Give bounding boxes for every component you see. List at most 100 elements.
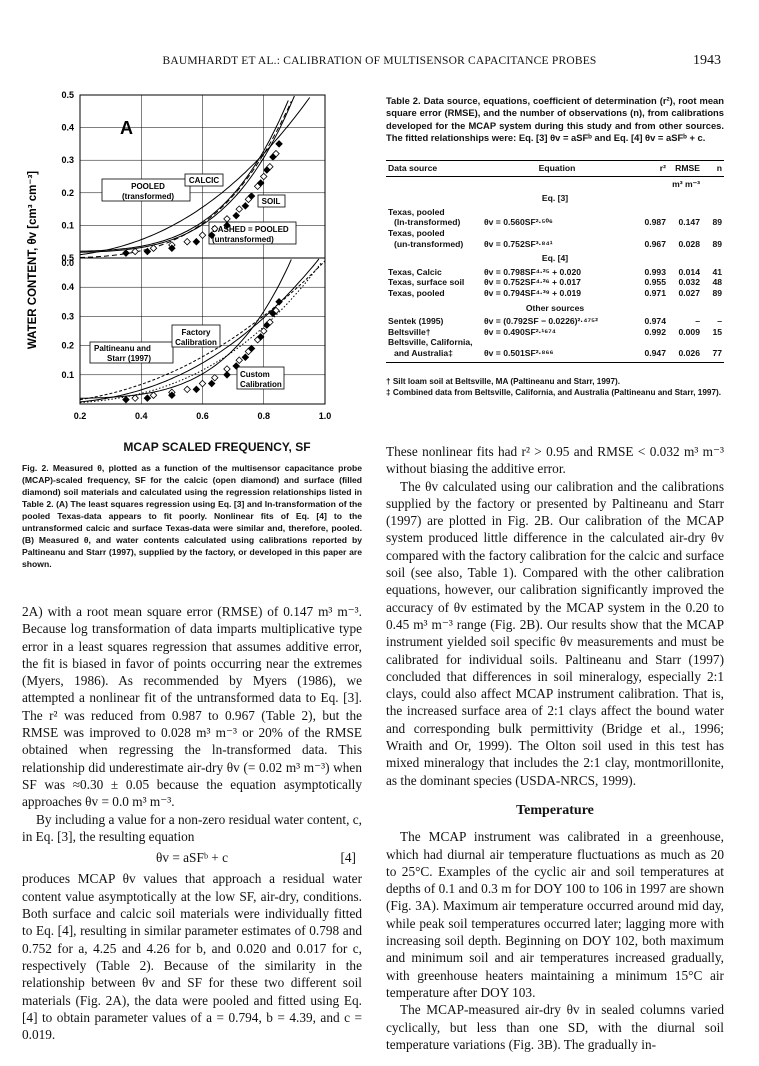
table-cell-source-line1: Beltsville†: [388, 326, 431, 337]
curve-soil: [79, 95, 295, 253]
table-row: Texas, pooled θv = 0.794SF⁴·³⁹ + 0.019 0.9…: [386, 288, 724, 299]
soil-point: [232, 362, 240, 370]
table-header-source: Data source: [386, 160, 482, 177]
panel-b-points: [122, 298, 283, 404]
calcic-point: [259, 172, 268, 181]
table-cell-source-line1: Beltsville, California,: [388, 337, 473, 348]
table-cell-equation: θv = 0.752SF⁴·²⁶ + 0.017: [484, 277, 581, 288]
soil-point: [263, 321, 271, 329]
table-cell-source: Texas, Calcic: [386, 267, 482, 278]
table-section-title: Eq. [3]: [386, 189, 724, 207]
soil-point: [122, 249, 130, 257]
table-footnote-2: ‡ Combined data from Beltsville, Califor…: [386, 387, 722, 397]
soil-point: [256, 179, 265, 187]
table-cell-n: 77: [702, 337, 724, 363]
table-row: Texas, pooled (ln-transformed) θv = 0.560S…: [386, 207, 724, 228]
soil-point: [168, 391, 176, 400]
soil-point: [143, 394, 152, 402]
table-row: Texas, pooled (un-transformed) θv = 0.752S…: [386, 228, 724, 249]
factory-label-box: [171, 324, 221, 348]
panel-a-y-ticks: 0.0 0.1 0.2 0.3 0.4 0.5: [61, 90, 74, 268]
table-cell-source: Beltsville, California, and Australia‡: [386, 337, 482, 363]
calcic-point: [149, 244, 158, 252]
soil-point: [256, 333, 265, 341]
table-header-r2: r²: [632, 160, 668, 177]
soil-point: [241, 353, 250, 362]
soil-label: SOIL: [262, 197, 281, 206]
soil-point: [122, 395, 130, 404]
x-tick-label: 1.0: [319, 411, 332, 421]
custom-label-box: [236, 366, 285, 390]
table-cell-equation: θv = 0.490SF²·¹⁶⁷⁴: [484, 326, 557, 337]
table-cell-equation: θv = 0.501SF²·⁸⁶⁶: [482, 337, 632, 363]
dashed-label-sub: (untransformed): [212, 235, 274, 244]
soil-point: [232, 211, 240, 220]
table-cell-source: Texas, pooled (ln-transformed): [386, 207, 482, 228]
panel-b-y-tick-label: 0.2: [61, 341, 74, 351]
x-tick-label: 0.4: [135, 411, 148, 421]
table-cell-n: 89: [712, 217, 722, 228]
table-cell-n: 89: [712, 238, 722, 249]
calcic-point: [210, 373, 219, 382]
table-cell-n: 41: [712, 266, 722, 277]
panel-b-y-tick-label: 0.5: [61, 253, 74, 263]
table-cell-n: 89: [712, 287, 722, 298]
panel-a-letter: A: [120, 118, 133, 138]
calcic-point: [198, 231, 207, 239]
table-cell-rmse: 0.026: [668, 337, 702, 363]
paltineanu-label-sub: Starr (1997): [107, 354, 151, 363]
table-cell-r2: 0.993: [644, 266, 666, 277]
pooled-label-sub: (transformed): [122, 192, 174, 201]
calcic-point: [131, 394, 139, 402]
table-cell-rmse: 0.027: [678, 287, 700, 298]
soil-point: [168, 244, 176, 252]
panel-a-points: [122, 140, 283, 257]
right-paragraph-3: The MCAP instrument was calibrated in a …: [386, 829, 724, 1000]
table-cell-equation: θv = 0.798SF⁴·²⁵ + 0.020: [484, 266, 582, 277]
curve-paltineanu: [79, 260, 326, 401]
calcic-point: [198, 379, 207, 388]
pooled-label-box: [101, 178, 191, 202]
table-cell-r2: 0.987: [644, 217, 666, 228]
panel-a-y-tick-label: 0.5: [61, 90, 74, 100]
table-cell-source-line1: Texas, Calcic: [388, 266, 442, 277]
table-caption: Table 2. Data source, equations, coeffic…: [386, 95, 724, 144]
table-cell-n: 48: [712, 277, 722, 288]
soil-point: [275, 298, 283, 306]
calcic-label-box: [184, 173, 224, 187]
table-cell-source-line1: Sentek (1995): [388, 316, 444, 327]
x-axis-label: MCAP SCALED FREQUENCY, SF: [123, 440, 311, 454]
table-cell-rmse: 0.009: [678, 326, 700, 337]
factory-label-sub: Calibration: [175, 338, 217, 347]
right-column: These nonlinear fits had r² > 0.95 and R…: [386, 443, 724, 1053]
calcic-point: [183, 385, 191, 394]
table-row: Beltsville, California, and Australia‡ θv …: [386, 337, 724, 363]
y-axis-label: WATER CONTENT, θv [cm³ cm⁻³]: [27, 171, 39, 349]
table-cell-source: Texas, pooled: [386, 288, 482, 299]
soil-point: [269, 153, 277, 161]
table-row: Sentek (1995) θv = (0.792SF − 0.0226)²·⁴⁷…: [386, 316, 724, 327]
table-row: Texas, Calcic θv = 0.798SF⁴·²⁵ + 0.020 0.9…: [386, 267, 724, 278]
left-column: 2A) with a root mean square error (RMSE)…: [22, 603, 362, 1043]
factory-label: Factory: [182, 328, 211, 337]
soil-label-box: [257, 194, 286, 208]
figure-2: WATER CONTENT, θv [cm³ cm⁻³] 0.00.10.20.…: [27, 90, 332, 421]
table-cell-n: 15: [712, 326, 722, 337]
equation-4-text: θv = aSFᵇ + c: [155, 850, 229, 866]
page-number: 1943: [693, 53, 721, 68]
soil-point: [192, 237, 201, 246]
soil-point: [143, 247, 152, 256]
soil-point: [275, 140, 283, 148]
calcic-point: [223, 215, 231, 223]
curve-paltineanu-combined: [79, 261, 323, 403]
table-header-equation: Equation: [482, 160, 632, 177]
table-cell-equation: θv = 0.752SF³·⁸⁴¹: [484, 238, 553, 249]
panel-b: 0.1 0.2 0.3 0.4 0.5 Paltineanu and Starr (19…: [61, 253, 326, 405]
table-cell-source-line1: Texas, pooled: [388, 206, 445, 217]
x-tick-label: 0.8: [257, 411, 270, 421]
calcic-point: [131, 247, 139, 256]
custom-label: Custom: [240, 370, 270, 379]
table-section-label: Eq. [3]: [541, 193, 569, 204]
curve-calcic: [79, 100, 289, 252]
calcic-point: [183, 237, 191, 246]
